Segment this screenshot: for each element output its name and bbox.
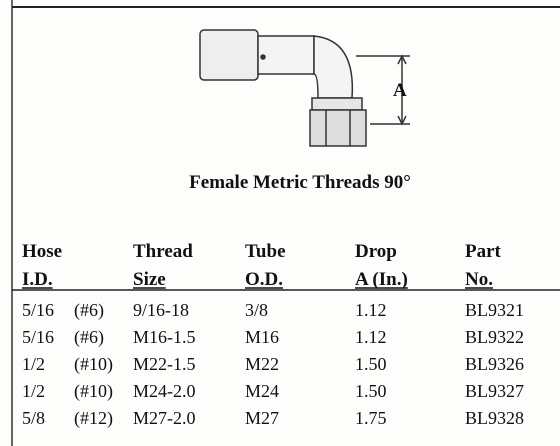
table-cell: 1.75 [355,408,387,428]
collar [312,98,362,110]
table-cell: BL9326 [465,354,524,374]
caption: Female Metric Threads 90° [189,172,411,193]
table-cell: 1/2 [22,354,45,374]
table-cell: 1/2 [22,381,45,401]
column-header-sub: A (In.) [355,269,408,290]
column-header: Drop [355,241,397,262]
table-cell: M24 [245,381,279,401]
table-cell: BL9327 [465,381,524,401]
table-cell: (#12) [74,408,113,429]
column-header-sub: I.D. [22,269,53,290]
table-cell: (#10) [74,354,113,375]
table-cell: M22 [245,354,279,374]
column-header: Tube [245,241,286,262]
stem [258,36,314,74]
table-cell: 1.12 [355,327,387,347]
nut [310,110,366,146]
column-header-sub: O.D. [245,269,283,290]
table-cell: 9/16-18 [133,300,189,320]
table-cell: 1.12 [355,300,387,320]
table-cell: (#10) [74,381,113,402]
table-cell: 1.50 [355,354,387,374]
document: A Female Metric Threads 90° Hose I.D. Thre… [0,0,560,446]
hose-socket [200,30,258,80]
table-cell: 1.50 [355,381,387,401]
table-cell: M24-2.0 [133,381,196,401]
column-header: Hose [22,241,62,262]
column-header: Thread [133,241,193,262]
column-header-sub: Size [133,269,166,290]
table-cell: BL9321 [465,300,524,320]
table-cell: M16-1.5 [133,327,196,347]
dimension-label: A [393,80,407,101]
table-cell: M16 [245,327,279,347]
crimp-mark [261,55,265,59]
table-cell: M22-1.5 [133,354,196,374]
table-cell: BL9328 [465,408,524,428]
table-cell: 5/16 [22,300,54,320]
table-cell: M27-2.0 [133,408,196,428]
column-header: Part [465,241,502,262]
table-cell: 3/8 [245,300,268,320]
table-cell: 5/16 [22,327,54,347]
table-cell: (#6) [74,327,104,348]
column-header-sub: No. [465,269,493,290]
table-cell: (#6) [74,300,104,321]
table-cell: 5/8 [22,408,45,428]
page: A Female Metric Threads 90° Hose I.D. Thre… [0,0,560,446]
table-cell: M27 [245,408,279,428]
table-cell: BL9322 [465,327,524,347]
